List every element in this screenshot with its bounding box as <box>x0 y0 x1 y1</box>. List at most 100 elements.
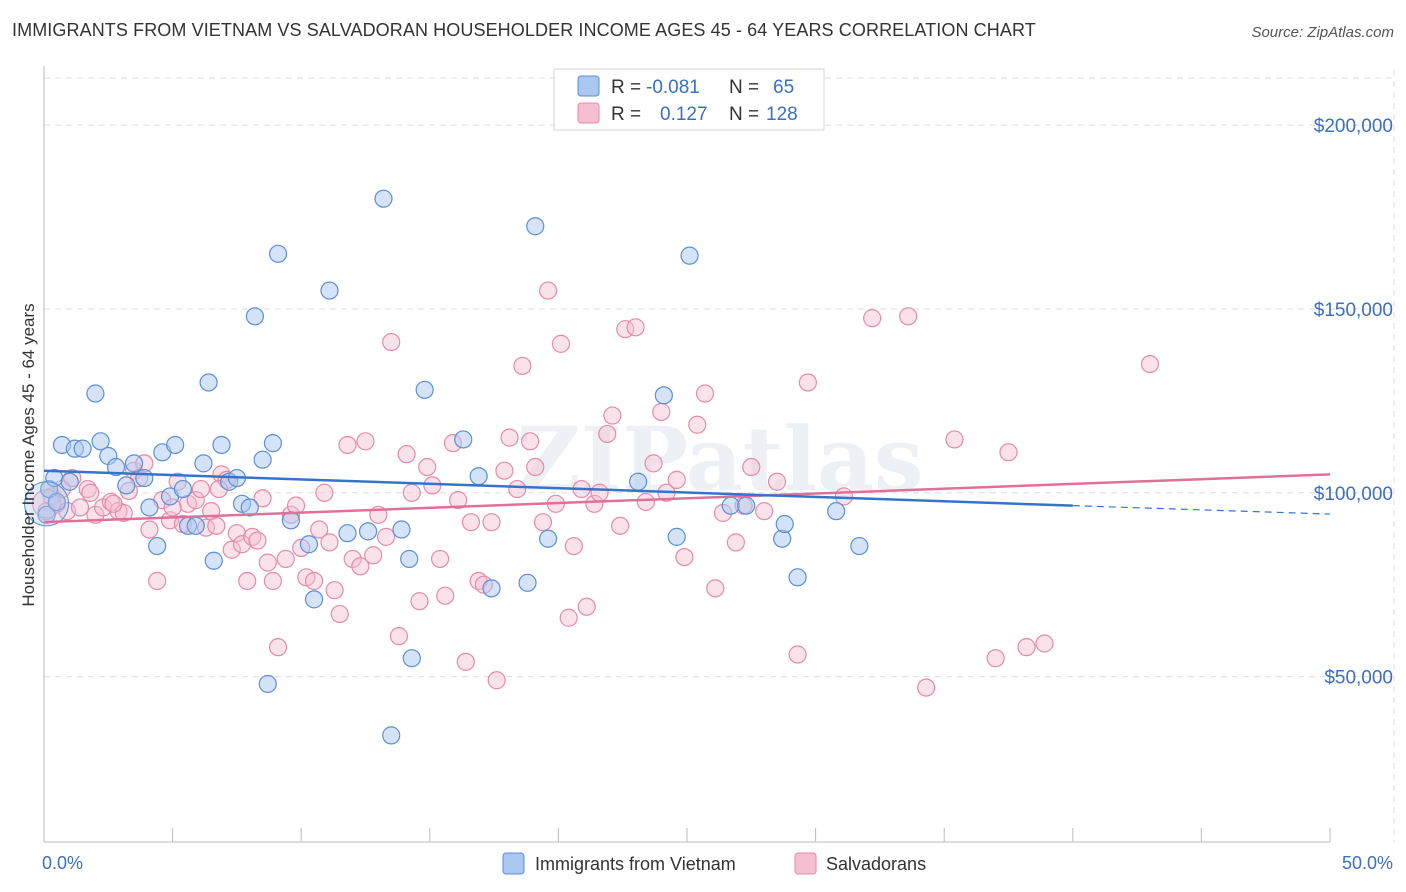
salvadorans-point <box>140 520 159 539</box>
legend-r-label: R = <box>611 104 641 125</box>
salvadorans-point <box>590 483 609 502</box>
salvadorans-point <box>945 430 964 449</box>
vietnam-point <box>199 373 218 392</box>
legend-r-value: -0.081 <box>646 77 700 98</box>
salvadorans-point <box>238 571 257 591</box>
vietnam-point <box>186 516 205 535</box>
salvadorans-trend-line <box>43 473 1331 524</box>
vietnam-point <box>788 568 807 587</box>
x-tick-label: 0.0% <box>42 853 83 873</box>
vietnam-point <box>60 472 79 491</box>
salvadorans-point <box>364 546 383 565</box>
vietnam-point <box>299 535 319 554</box>
vietnam-point <box>106 457 126 477</box>
y-tick-label: $50,000 <box>1324 668 1393 689</box>
axes <box>43 66 1331 843</box>
salvadorans-point <box>533 513 553 532</box>
salvadorans-point <box>636 492 655 512</box>
salvadorans-point <box>487 671 506 690</box>
vietnam-points <box>24 189 869 745</box>
vietnam-point <box>212 435 231 455</box>
salvadorans-point <box>397 445 416 464</box>
vietnam-point <box>454 430 473 449</box>
vietnam-point <box>258 674 277 694</box>
salvadorans-point <box>603 406 622 425</box>
y-axis-title: Householder Income Ages 45 - 64 years <box>19 303 38 606</box>
salvadorans-point <box>577 597 596 616</box>
legend-n-value: 128 <box>766 104 798 125</box>
bottom-legend-label-salvadorans: Salvadorans <box>826 854 926 874</box>
vietnam-point <box>240 498 259 517</box>
salvadorans-point <box>248 531 267 550</box>
salvadorans-point <box>376 527 396 546</box>
vietnam-point <box>667 527 686 546</box>
vietnam-point <box>304 590 324 609</box>
y-tick-label: $100,000 <box>1314 484 1393 505</box>
salvadorans-point <box>559 608 578 627</box>
vietnam-point <box>358 522 378 541</box>
trend-lines <box>43 469 1331 524</box>
legend-n-value: 65 <box>773 77 794 98</box>
salvadorans-point <box>767 472 787 491</box>
salvadorans-point <box>81 483 100 502</box>
salvadorans-point <box>356 432 375 451</box>
salvadorans-point <box>430 549 450 569</box>
salvadorans-point <box>253 489 272 508</box>
salvadorans-point <box>330 604 349 624</box>
salvadorans-point <box>726 533 745 552</box>
salvadorans-point <box>436 586 455 605</box>
salvadorans-point <box>258 553 277 572</box>
salvadorans-point <box>899 307 918 326</box>
vietnam-point <box>86 384 105 403</box>
salvadorans-point <box>104 494 123 513</box>
series-legend: Immigrants from Vietnam Salvadorans <box>502 852 926 875</box>
vietnam-point <box>374 189 393 208</box>
vietnam-point <box>415 380 434 399</box>
vietnam-point <box>526 217 545 236</box>
salvadorans-point <box>410 592 429 611</box>
salvadorans-point <box>70 498 90 517</box>
y-tick-labels: $50,000 $100,000 $150,000 $200,000 <box>1314 116 1393 688</box>
salvadorans-point <box>263 571 283 591</box>
salvadorans-point <box>148 571 167 591</box>
vietnam-point <box>482 579 501 598</box>
vietnam-point <box>721 496 740 515</box>
salvadorans-point <box>526 457 545 477</box>
vietnam-point <box>654 386 673 405</box>
vietnam-point <box>194 454 213 473</box>
salvadorans-point <box>351 557 370 576</box>
salvadorans-point <box>652 402 671 421</box>
salvadorans-point <box>598 424 617 444</box>
legend-swatch-salvadorans <box>577 102 600 124</box>
salvadorans-point <box>448 491 468 510</box>
salvadorans-point <box>551 334 571 353</box>
salvadorans-point <box>508 479 527 499</box>
salvadorans-point <box>276 549 295 569</box>
correlation-legend: R = -0.081 N = 65 R = 0.127 N = 128 <box>553 68 825 131</box>
legend-r-value: 0.127 <box>660 104 708 125</box>
vietnam-point <box>518 573 537 592</box>
vietnam-point <box>268 244 288 263</box>
source-credit: Source: ZipAtlas.com <box>1251 24 1394 41</box>
salvadorans-point <box>917 678 936 697</box>
vietnam-point <box>680 246 699 265</box>
vietnam-point <box>320 281 339 300</box>
salvadorans-point <box>688 415 707 434</box>
vietnam-point <box>400 549 419 569</box>
salvadorans-point <box>227 524 246 543</box>
salvadorans-point <box>585 494 604 513</box>
salvadorans-point <box>114 503 133 523</box>
vietnam-point <box>382 726 401 745</box>
salvadorans-point <box>310 520 329 539</box>
vietnam-point <box>245 307 265 326</box>
vietnam-point <box>402 649 421 668</box>
salvadorans-point <box>191 479 210 499</box>
salvadorans-points <box>32 281 1160 697</box>
salvadorans-point <box>461 513 481 532</box>
salvadorans-point <box>695 384 715 403</box>
salvadorans-point <box>343 549 362 569</box>
bottom-legend-label-vietnam: Immigrants from Vietnam <box>535 854 736 874</box>
vietnam-point <box>338 524 357 543</box>
salvadorans-point <box>402 483 421 502</box>
